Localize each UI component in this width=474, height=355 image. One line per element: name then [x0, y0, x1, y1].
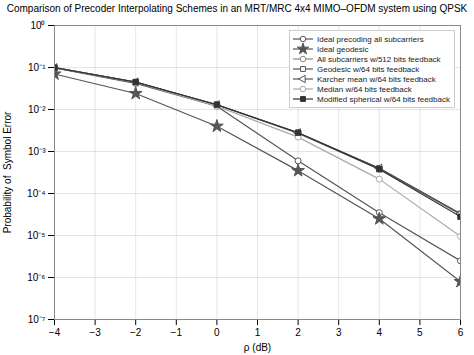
- svg-text:3: 3: [336, 327, 342, 338]
- svg-text:Karcher mean w/64 bits feedbac: Karcher mean w/64 bits feedback: [317, 75, 437, 84]
- svg-text:ρ (dB): ρ (dB): [244, 342, 271, 353]
- svg-text:10⁻⁶: 10⁻⁶: [27, 272, 45, 283]
- svg-text:2: 2: [295, 327, 301, 338]
- svg-text:All subcarriers w/512 bits fee: All subcarriers w/512 bits feedback: [317, 55, 442, 64]
- svg-text:5: 5: [417, 327, 423, 338]
- svg-text:−2: −2: [130, 327, 142, 338]
- svg-text:Modified spherical w/64 bits f: Modified spherical w/64 bits feedback: [317, 95, 451, 104]
- svg-text:10⁻⁵: 10⁻⁵: [27, 230, 45, 241]
- svg-text:10⁻²: 10⁻²: [28, 104, 46, 115]
- svg-text:4: 4: [377, 327, 383, 338]
- svg-text:Probability of Symbol Error: Probability of Symbol Error: [2, 111, 13, 233]
- svg-text:−3: −3: [89, 327, 101, 338]
- svg-text:Ideal precoding all subcarrier: Ideal precoding all subcarriers: [317, 35, 424, 44]
- svg-text:10⁻⁴: 10⁻⁴: [27, 188, 45, 199]
- svg-text:10⁻³: 10⁻³: [28, 146, 46, 157]
- svg-text:−1: −1: [171, 327, 183, 338]
- svg-text:10⁰: 10⁰: [30, 20, 45, 31]
- svg-text:Geodesic w/64 bits feedback: Geodesic w/64 bits feedback: [317, 65, 420, 74]
- svg-text:Median w/64 bits feedback: Median w/64 bits feedback: [317, 85, 413, 94]
- svg-text:1: 1: [255, 327, 261, 338]
- svg-text:6: 6: [458, 327, 464, 338]
- svg-text:−4: −4: [49, 327, 61, 338]
- html-text:Comparison of Precoder Interpo: Comparison of Precoder Interpolating Sch…: [6, 3, 468, 14]
- svg-text:0: 0: [214, 327, 220, 338]
- svg-text:Ideal geodesic: Ideal geodesic: [317, 45, 369, 54]
- svg-text:10⁻⁷: 10⁻⁷: [28, 314, 46, 325]
- svg-text:10⁻¹: 10⁻¹: [28, 62, 46, 73]
